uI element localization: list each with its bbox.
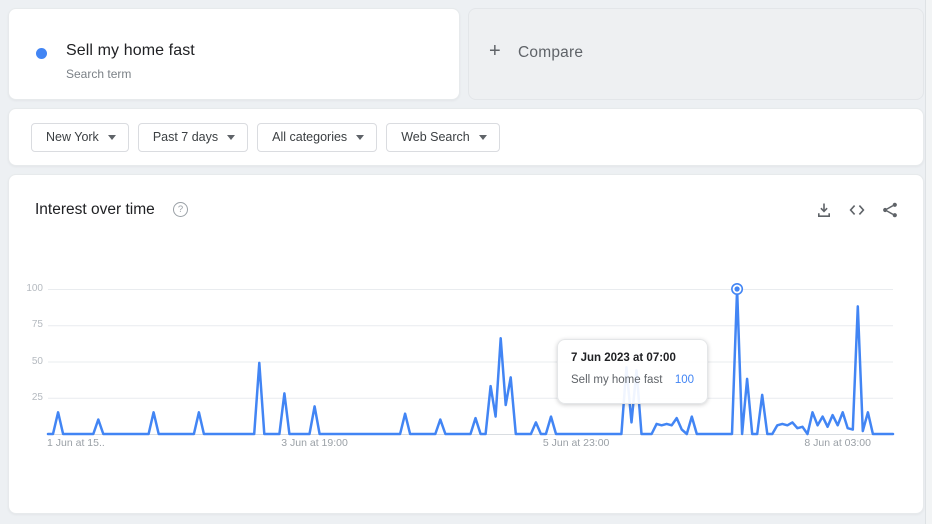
help-icon[interactable]: ? [173,202,188,217]
compare-card[interactable] [468,8,924,100]
filter-label: Web Search [401,130,470,144]
filter-all-categories[interactable]: All categories [257,122,378,152]
search-term-title: Sell my home fast [66,42,195,59]
x-tick-1: 1 Jun at 15.. [47,437,105,449]
chevron-down-icon [107,134,116,140]
chevron-down-icon [356,134,365,140]
filter-label: All categories [272,130,348,144]
filter-bar: New York Past 7 days All categories Web Sea… [8,108,924,166]
tooltip-date: 7 Jun 2023 at 07:00 [571,352,676,364]
embed-icon[interactable] [848,201,866,219]
chart-actions [815,201,899,219]
search-term-card[interactable]: Sell my home fast Search term [8,8,460,100]
compare-label: Compare [518,44,584,61]
y-tick-25: 25 [31,391,43,403]
filter-label: Past 7 days [152,130,219,144]
page-scrollbar[interactable] [925,0,932,524]
chevron-down-icon [227,134,236,140]
filter-past-7-days[interactable]: Past 7 days [137,122,249,152]
search-term-type-label: Search term [66,67,132,81]
interest-over-time-card: Interest over time ? [8,174,924,514]
share-icon[interactable] [881,201,899,219]
y-tick-75: 75 [31,319,43,331]
tooltip-row: Sell my home fast 100 [571,374,694,386]
section-title: Interest over time [35,201,155,218]
filter-new-york[interactable]: New York [31,122,129,152]
chevron-down-icon [478,134,487,140]
filter-web-search[interactable]: Web Search [386,122,500,152]
x-tick-4: 8 Jun at 03:00 [804,437,871,449]
tooltip-value: 100 [674,374,694,386]
tooltip-series-label: Sell my home fast [571,374,663,386]
series-color-dot-icon [36,48,47,59]
chart-tooltip: 7 Jun 2023 at 07:00 Sell my home fast 10… [557,339,708,404]
filter-label: New York [46,130,99,144]
download-icon[interactable] [815,201,833,219]
y-tick-100: 100 [26,283,43,294]
plus-icon: + [489,40,501,62]
y-tick-50: 50 [31,355,43,367]
x-tick-3: 5 Jun at 23:00 [542,437,610,449]
x-tick-2: 3 Jun at 19:00 [281,437,348,449]
